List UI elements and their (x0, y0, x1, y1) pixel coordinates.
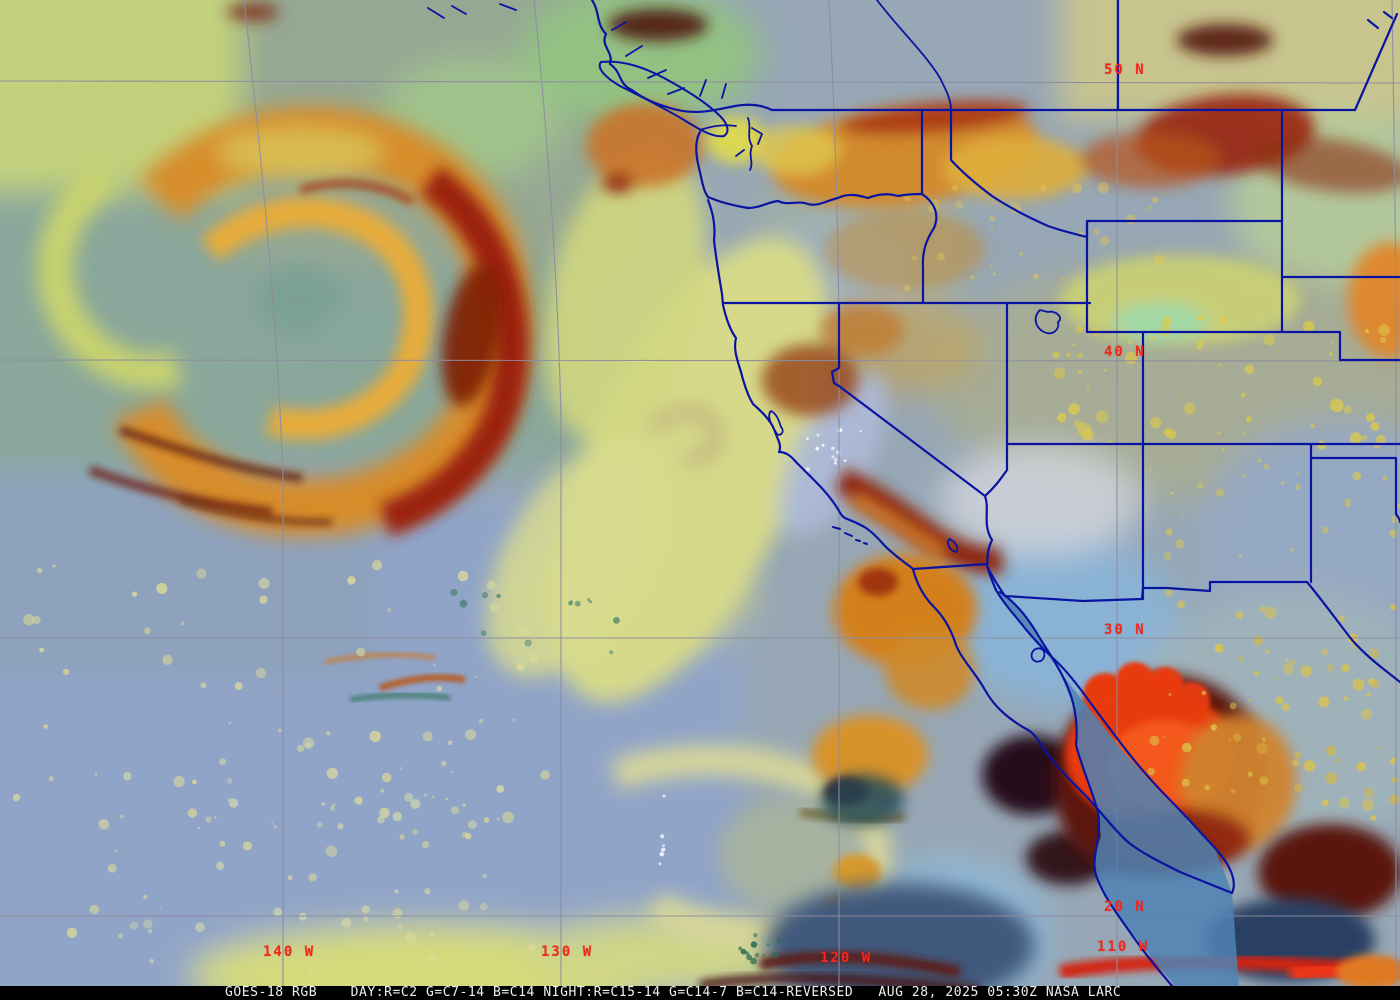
vancouver-island (598, 60, 729, 138)
product-caption: GOES-18 RGB DAY:R=C2 G=C7-14 B=C14 NIGHT… (225, 985, 1122, 1000)
map-boundaries (427, 0, 1400, 1000)
san-francisco-bay (768, 410, 784, 436)
puget-sound (699, 117, 763, 171)
pacific-cyclone-cloud (37, 106, 532, 537)
salton-sea (947, 538, 959, 553)
channel-islands (832, 526, 868, 545)
coastline-bc (590, 0, 774, 114)
latitude-label: 20 N (1104, 899, 1146, 915)
latitude-label: 40 N (1104, 344, 1146, 360)
isla-tiburon (1030, 647, 1046, 663)
latitude-label: 50 N (1104, 62, 1146, 78)
california-nevada-border (830, 301, 987, 498)
dakota-nebraska-borders (1280, 275, 1400, 362)
latitude-label: 30 N (1104, 622, 1146, 638)
gulf-of-california (997, 590, 1240, 1000)
mexico-mainland-coast (998, 590, 1187, 1000)
baja-peninsula (911, 567, 1235, 895)
manitoba-border (1353, 10, 1399, 112)
oregon-idaho-border (920, 192, 938, 305)
coastline-west (695, 130, 915, 571)
longitude-label: 110 W (1097, 939, 1150, 955)
columbia-river-border (706, 192, 924, 210)
longitude-label: 120 W (820, 950, 873, 966)
wyoming-borders (1085, 108, 1342, 334)
cumulus-speckle-field (12, 182, 1400, 976)
great-salt-lake (1034, 309, 1061, 335)
longitude-label: 140 W (263, 944, 316, 960)
us-mexico-border (911, 562, 1400, 684)
longitude-label: 130 W (541, 944, 594, 960)
status-bar: GOES-18 RGB DAY:R=C2 G=C7-14 B=C14 NIGHT… (0, 986, 1400, 1000)
fraser-river (876, 0, 952, 111)
idaho-montana-border (949, 108, 1089, 239)
